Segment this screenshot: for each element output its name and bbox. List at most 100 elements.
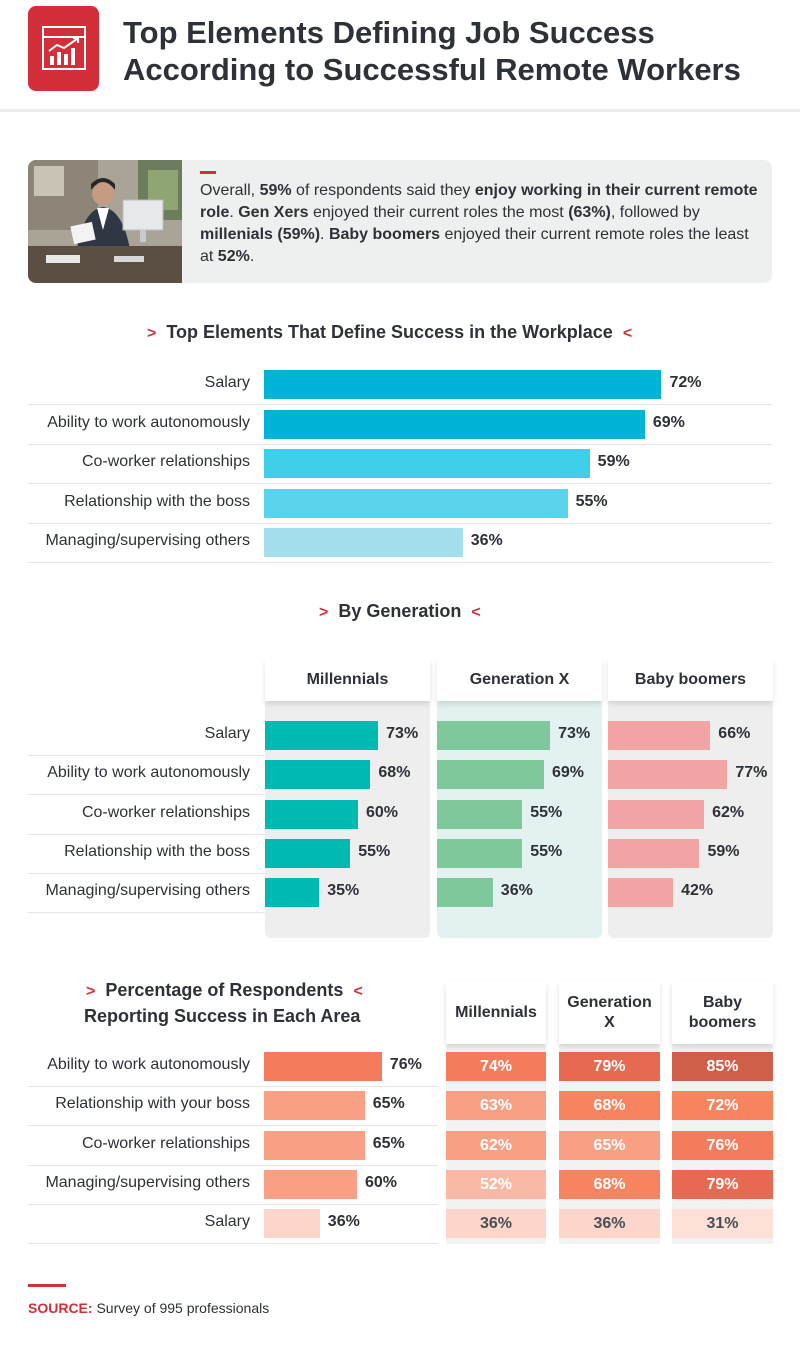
table-cell-baby-boomers-ability-to-work-autonomously: 85% [672,1052,773,1081]
row-label-co-worker-relationships: Co-worker relationships [81,453,250,470]
source-accent-rule [28,1284,66,1287]
column-header-baby-boomers: Baby boomers [672,981,773,1044]
row-label-co-worker-relationships: Co-worker relationships [81,1134,250,1152]
growth-chart-icon [42,26,86,70]
logo [28,6,99,91]
bar-ability-to-work-autonomously [264,1052,382,1081]
source-text: Survey of 995 professionals [92,1300,270,1316]
title-line-2: According to Successful Remote Workers [123,52,741,87]
bar-ability-to-work-autonomously [264,409,645,439]
column-header-millennials: Millennials [265,659,430,701]
bar-generation-x-relationship-with-the-boss [437,838,523,868]
value-label: 66% [718,725,751,742]
intro-text-6: Gen Xers [238,204,309,221]
value-label: 55% [575,492,608,510]
row-divider [28,483,772,484]
value-label: 36% [500,882,533,900]
value-label: 36% [327,1213,360,1231]
row-divider [28,404,772,405]
accent-rule [200,171,216,174]
value-label: 60% [366,803,399,821]
chart-2-title: > By Generation < [319,601,481,622]
value-label: 59% [597,453,630,470]
bar-millennials-co-worker-relationships [265,799,358,829]
page-header: Top Elements Defining Job Success Accord… [0,0,800,112]
row-label-ability-to-work-autonomously: Ability to work autonomously [47,1056,250,1073]
chart-1-title: > Top Elements That Define Success in th… [147,322,632,343]
bar-baby-boomers-ability-to-work-autonomously [608,760,728,790]
value-label: 55% [530,842,563,860]
row-label-ability-to-work-autonomously: Ability to work autonomously [47,764,250,782]
row-label-relationship-with-your-boss: Relationship with your boss [55,1095,250,1113]
bar-generation-x-managing-supervising-others [437,878,493,908]
value-label: 55% [358,842,391,860]
row-divider [28,872,265,874]
title-line-1: Top Elements Defining Job Success [123,15,655,50]
bar-baby-boomers-salary [608,721,711,750]
row-label-salary: Salary [204,1213,250,1231]
value-label: 73% [558,725,591,742]
row-divider [28,522,772,524]
table-cell-millennials-managing-supervising-others: 52% [446,1169,546,1199]
table-cell-baby-boomers-salary: 31% [672,1209,773,1239]
column-header-generation-x: Generation X [559,981,660,1044]
row-label-managing-supervising-others: Managing/supervising others [45,882,250,900]
table-cell-millennials-ability-to-work-autonomously: 74% [446,1052,546,1081]
intro-text-4: enjoy working in their current remote ro… [200,182,758,221]
row-label-relationship-with-the-boss: Relationship with the boss [64,492,250,510]
bar-salary [264,370,662,399]
value-label: 65% [372,1134,405,1152]
intro-text-10: millenials (59%) [200,226,321,243]
value-label: 68% [378,764,411,782]
bar-relationship-with-your-boss [264,1091,365,1121]
value-label: 65% [372,1095,405,1113]
row-label-salary: Salary [204,725,250,742]
intro-panel: Overall, 59% of respondents said they en… [28,160,772,283]
bar-managing-supervising-others [264,528,463,557]
row-label-managing-supervising-others: Managing/supervising others [45,532,250,549]
row-divider [28,1086,438,1087]
chevron-left-icon: < [471,604,481,621]
intro-text-13: enjoyed their current remote roles the l… [200,226,749,265]
value-label: 72% [669,374,702,391]
column-header-millennials: Millennials [446,981,546,1044]
intro-text-3: of respondents said they [291,182,475,199]
value-label: 36% [470,532,503,549]
value-label: 59% [707,842,740,860]
table-cell-generation-x-managing-supervising-others: 68% [559,1169,660,1199]
row-label-relationship-with-the-boss: Relationship with the boss [64,842,250,860]
bar-baby-boomers-co-worker-relationships [608,799,705,829]
bar-baby-boomers-relationship-with-the-boss [608,838,700,868]
bar-generation-x-co-worker-relationships [437,799,523,829]
bar-millennials-relationship-with-the-boss [265,838,351,868]
value-label: 69% [652,413,685,431]
value-label: 60% [365,1173,398,1191]
table-cell-millennials-relationship-with-your-boss: 63% [446,1091,546,1121]
bar-baby-boomers-managing-supervising-others [608,878,674,908]
table-cell-generation-x-relationship-with-your-boss: 68% [559,1091,660,1121]
value-label: 35% [327,882,360,900]
row-divider [28,443,772,445]
bar-managing-supervising-others [264,1169,357,1199]
bar-generation-x-ability-to-work-autonomously [437,760,544,790]
value-label: 69% [551,764,584,782]
row-label-ability-to-work-autonomously: Ability to work autonomously [47,413,250,431]
bar-generation-x-salary [437,721,551,750]
value-label: 55% [530,803,563,821]
chevron-left-icon: < [353,983,363,1000]
table-cell-millennials-salary: 36% [446,1209,546,1239]
chart-3-title-line-1: > Percentage of Respondents < [84,978,363,1004]
row-divider [28,1243,438,1245]
chart-3-title-line-2: Reporting Success in Each Area [84,1006,361,1026]
table-cell-baby-boomers-relationship-with-your-boss: 72% [672,1091,773,1121]
intro-text-9: , followed by [610,204,700,221]
source-note: SOURCE: Survey of 995 professionals [28,1300,269,1316]
table-cell-generation-x-salary: 36% [559,1209,660,1239]
intro-text-5: . [229,204,239,221]
chart-1-title-text: Top Elements That Define Success in the … [166,322,613,342]
page-title: Top Elements Defining Job Success Accord… [123,14,783,88]
row-divider [28,1164,438,1166]
value-label: 77% [735,764,768,782]
intro-text-15: . [249,248,255,265]
intro-paragraph: Overall, 59% of respondents said they en… [200,180,760,268]
